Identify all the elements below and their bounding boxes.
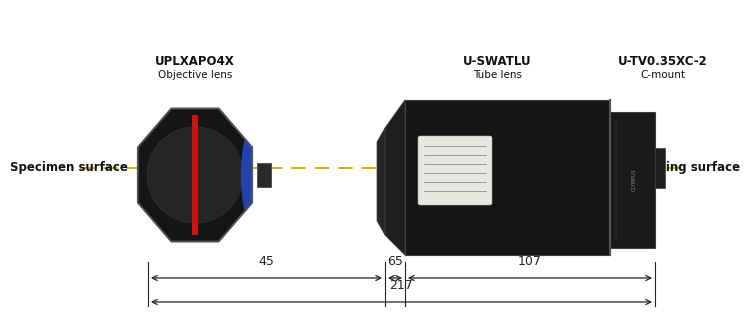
Text: U-TV0.35XC-2: U-TV0.35XC-2 (618, 55, 707, 68)
Text: 217: 217 (390, 279, 413, 292)
Ellipse shape (241, 133, 257, 217)
Text: Imaging surface: Imaging surface (633, 162, 740, 174)
Text: Specimen surface: Specimen surface (10, 162, 128, 174)
Text: Tube lens: Tube lens (473, 70, 522, 80)
Text: UPLXAPO4X: UPLXAPO4X (155, 55, 235, 68)
Text: C-mount: C-mount (640, 70, 685, 80)
Text: Objective lens: Objective lens (158, 70, 232, 80)
Text: OLYMPUS: OLYMPUS (632, 169, 637, 191)
Bar (610, 112, 655, 248)
Bar (192, 115, 198, 235)
Polygon shape (377, 128, 385, 235)
Text: 107: 107 (518, 255, 542, 268)
Bar (257, 163, 271, 187)
Text: U-SWATLU: U-SWATLU (464, 55, 532, 68)
Text: 45: 45 (259, 255, 274, 268)
Bar (405, 100, 610, 255)
Polygon shape (385, 100, 405, 255)
Bar (655, 148, 665, 188)
Polygon shape (138, 109, 252, 242)
Text: 65: 65 (387, 255, 403, 268)
FancyBboxPatch shape (418, 136, 492, 205)
Circle shape (147, 127, 243, 223)
